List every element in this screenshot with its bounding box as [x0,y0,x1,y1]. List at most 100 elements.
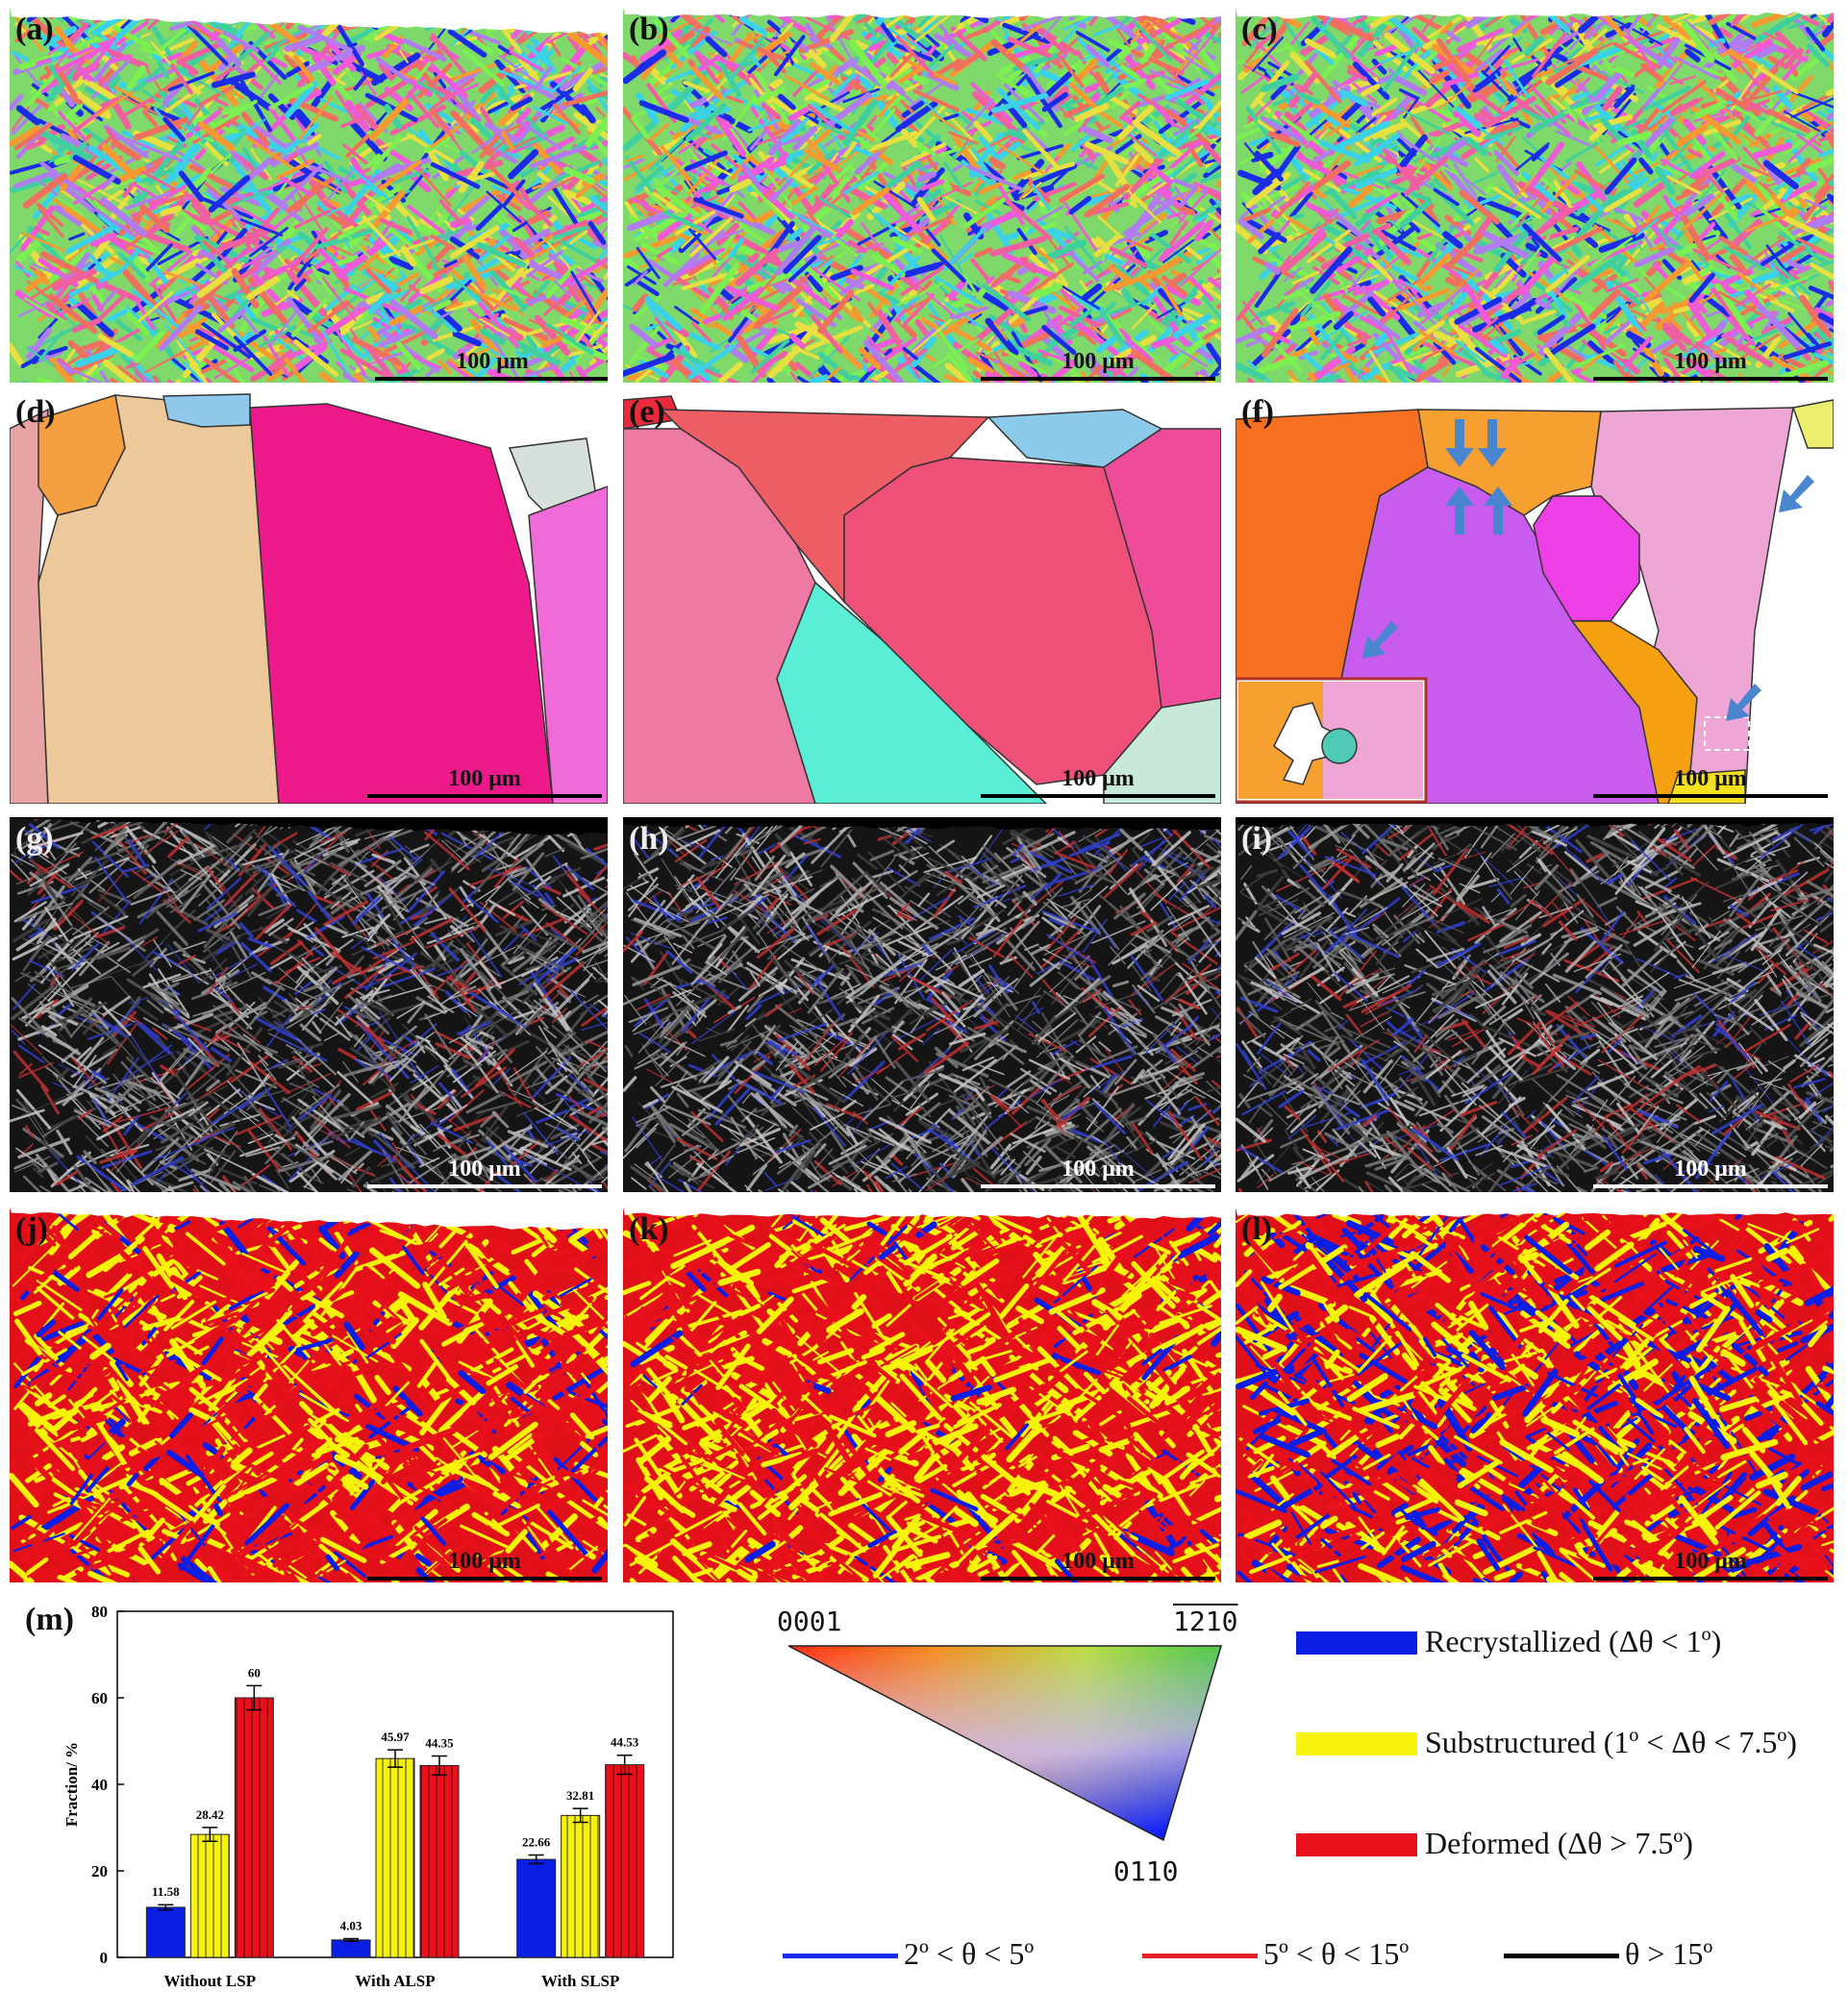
arrow-4 [1484,486,1512,535]
data-label: 22.66 [522,1835,551,1850]
grain-f-yellowgreen [1791,399,1834,449]
panel-label-e: (e) [629,394,665,430]
legend-low-angle: 2º < θ < 5º [904,1936,1035,1971]
panel-h-boundary-map: (h) 100 μm [623,817,1221,1192]
scale-bar-label-h: 100 μm [1061,1157,1135,1182]
grain-map-e [623,390,1221,804]
arrow-7 [1726,684,1761,721]
panel-f-grain-map: (f) 100 μm [1236,390,1834,804]
grain-e-pink-right [1103,428,1221,709]
scale-bar-label-a: 100 μm [456,349,529,374]
y-tick-label: 80 [91,1603,108,1621]
scale-bar-label-f: 100 μm [1674,766,1747,791]
bar-2-1 [419,1764,460,1958]
panel-b-ipf-map: (b) 100 μm [623,8,1221,383]
panel-label-a: (a) [15,12,54,47]
bar-2-2 [605,1764,645,1958]
scale-bar-label-g: 100 μm [448,1157,521,1182]
panel-label-b: (b) [629,12,669,47]
scale-bar-g: 100 μm [367,1154,602,1188]
panel-label-m: (m) [25,1602,74,1637]
boundary-map-g [10,817,608,1192]
panel-label-l: (l) [1241,1211,1273,1247]
line-high-angle [1504,1954,1619,1958]
panel-label-g: (g) [15,821,54,857]
ipf-triangle [787,1645,1223,1842]
data-label: 4.03 [340,1919,362,1933]
x-category-label: Without LSP [164,1972,257,1990]
data-label: 44.35 [425,1736,454,1751]
panel-label-i: (i) [1241,821,1273,857]
scale-bar-label-j: 100 μm [448,1549,521,1574]
fraction-map-l [1236,1208,1834,1582]
scale-bar-k: 100 μm [981,1546,1215,1581]
grain-map-f [1236,390,1834,804]
ipf-label-0001: 0001 [777,1606,842,1637]
grain-d-pink-right [528,486,608,804]
scale-bar-j: 100 μm [367,1546,602,1581]
scale-bar-label-l: 100 μm [1674,1549,1747,1574]
scale-bar-label-b: 100 μm [1061,349,1135,374]
line-low-angle [783,1954,898,1958]
bar-2-0 [234,1697,274,1958]
grain-d-lightblue [162,393,251,428]
ipf-color-key: 0001 1210 0110 [760,1604,1260,1911]
arrow-2 [1478,419,1507,467]
data-label: 28.42 [196,1807,224,1822]
panel-label-f: (f) [1241,394,1274,430]
arrow-5 [1779,475,1814,512]
panel-label-d: (d) [15,394,56,430]
inset-cyan-grain [1321,728,1358,764]
scale-bar-label-i: 100 μm [1674,1157,1747,1182]
fraction-map-k [623,1208,1221,1582]
arrow-3 [1445,486,1474,535]
boundary-map-i [1236,817,1834,1192]
swatch-substructured [1296,1732,1417,1755]
scale-bar-h: 100 μm [981,1154,1215,1188]
panel-i-boundary-map: (i) 100 μm [1236,817,1834,1192]
ipf-map-b [623,8,1221,383]
panel-label-c: (c) [1241,12,1278,47]
scale-bar-i: 100 μm [1593,1154,1828,1188]
y-tick-label: 40 [91,1776,108,1794]
scale-bar-b: 100 μm [981,346,1215,381]
panel-e-grain-map: (e) 100 μm [623,390,1221,804]
panel-label-k: (k) [629,1211,669,1247]
legend-high-angle: θ > 15º [1625,1936,1713,1971]
data-label: 32.81 [566,1788,594,1803]
data-label: 44.53 [611,1735,639,1750]
x-category-label: With SLSP [541,1972,619,1990]
ipf-map-a [10,8,608,383]
fraction-map-j [10,1208,608,1582]
grain-e-mint [1103,697,1221,804]
ipf-label-1210: 1210 [1173,1606,1238,1637]
data-label: 45.97 [381,1730,410,1744]
legend-mid-angle: 5º < θ < 15º [1263,1936,1410,1971]
scale-bar-label-k: 100 μm [1061,1549,1135,1574]
scale-bar-a: 100 μm [375,346,608,381]
arrow-group [1362,419,1814,721]
legend-substructured: Substructured (1º < Δθ < 7.5º) [1425,1725,1797,1759]
bar-0-1 [331,1939,371,1958]
fraction-bar-chart: 0 20 40 60 80 Fraction/ % Without LSP 11.58 28.4… [62,1603,674,1990]
y-tick-label: 0 [100,1949,109,1967]
arrow-1 [1445,419,1474,467]
legend-deformed: Deformed (Δθ > 7.5º) [1425,1826,1693,1860]
swatch-recrystallized [1296,1631,1417,1655]
scale-bar-f: 100 μm [1593,763,1828,798]
scale-bar-l: 100 μm [1593,1546,1828,1581]
y-tick-label: 20 [91,1862,108,1880]
line-mid-angle [1142,1954,1258,1958]
grain-d-magenta [249,403,554,804]
scale-bar-e: 100 μm [981,763,1215,798]
bar-1-2 [561,1814,601,1958]
panel-l-fraction-map: (l) 100 μm [1236,1208,1834,1582]
bar-1-1 [375,1757,415,1958]
ipf-map-c [1236,8,1834,383]
inset-white-phase [1273,702,1343,785]
panel-label-j: (j) [15,1211,48,1247]
panel-c-ipf-map: (c) 100 μm [1236,8,1834,383]
scale-bar-c: 100 μm [1593,346,1828,381]
bar-0-0 [145,1906,186,1958]
x-category-label: With ALSP [355,1972,435,1990]
